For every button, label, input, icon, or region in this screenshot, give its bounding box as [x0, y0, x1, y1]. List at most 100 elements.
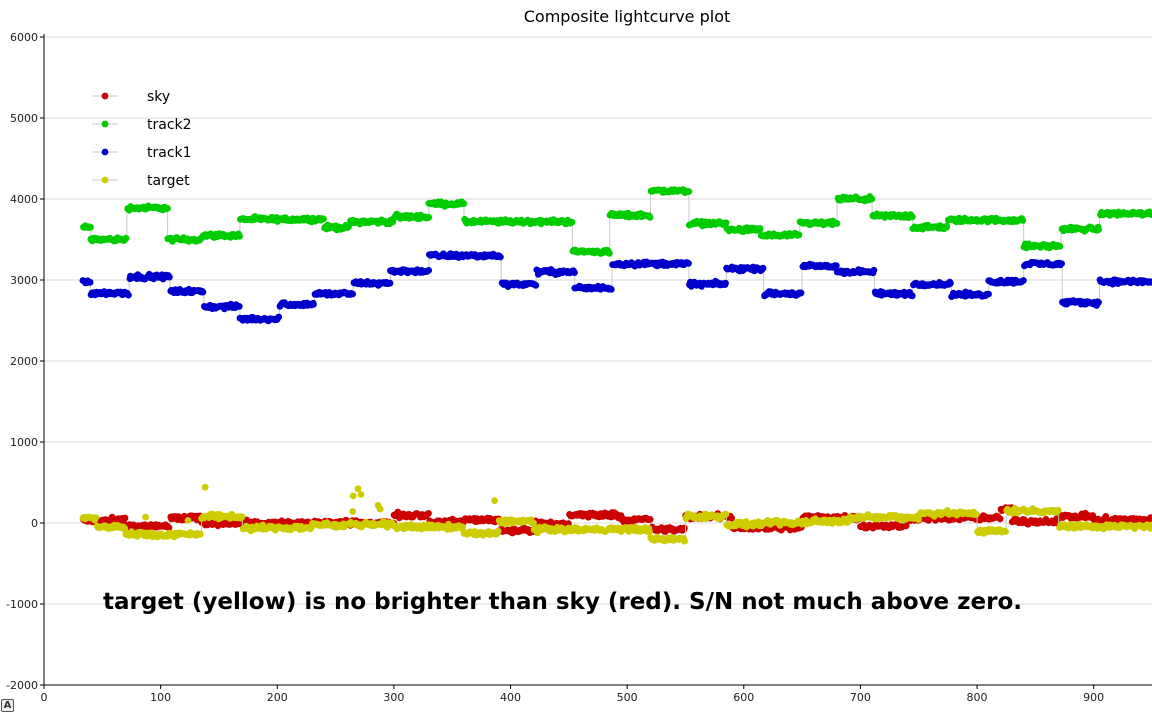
data-point-target: [92, 514, 100, 521]
legend-label: track1: [147, 145, 192, 161]
data-point-sky: [728, 514, 735, 522]
data-point-track1: [235, 303, 243, 310]
legend-marker: [101, 92, 109, 100]
data-point-track2: [460, 200, 468, 208]
data-point-track2: [1019, 217, 1027, 224]
data-point-sky: [425, 510, 432, 517]
data-point-track2: [1095, 226, 1102, 234]
data-point-track1: [124, 291, 132, 299]
legend-marker: [101, 148, 109, 156]
data-point-track1: [759, 264, 767, 272]
y-tick-label: 3000: [10, 274, 38, 287]
data-point-track2: [87, 223, 94, 231]
data-point-track2: [1148, 211, 1152, 218]
data-point-track1: [275, 313, 283, 321]
data-point-sky: [681, 524, 688, 532]
data-point-track1: [310, 301, 317, 308]
x-tick-label: 200: [267, 691, 288, 704]
data-point-track1: [1020, 277, 1027, 284]
data-point-target: [722, 510, 730, 518]
data-point-track2: [164, 205, 171, 212]
series-track2: [80, 186, 1152, 257]
data-point-track2: [795, 231, 803, 239]
data-point-sky: [646, 516, 654, 523]
data-point-track1: [797, 289, 805, 297]
data-point-sky: [121, 514, 129, 522]
data-point-target: [238, 513, 246, 521]
x-tick-label: 800: [967, 691, 988, 704]
data-point-track1: [386, 279, 394, 287]
data-point-track1: [425, 267, 433, 274]
data-point-track2: [606, 250, 613, 257]
data-point-track2: [722, 219, 730, 227]
data-point-track1: [908, 292, 916, 300]
legend-marker: [101, 120, 109, 128]
data-point-track1: [497, 253, 504, 261]
data-point-target: [494, 527, 502, 535]
data-point-track1: [86, 278, 94, 286]
data-point-track1: [199, 288, 207, 296]
x-tick-label: 400: [500, 691, 521, 704]
data-point-track2: [1056, 243, 1064, 250]
x-tick-label: 900: [1083, 691, 1104, 704]
data-point-track2: [320, 215, 327, 223]
x-tick-label: 100: [150, 691, 171, 704]
y-tick-label: 2000: [10, 355, 38, 368]
y-tick-label: 0: [31, 517, 38, 530]
data-point-track1: [722, 279, 729, 287]
data-point-target: [349, 508, 357, 515]
data-point-target: [646, 528, 653, 535]
data-point-track1: [947, 280, 954, 287]
x-tick-label: 300: [383, 691, 404, 704]
data-point-sky: [996, 515, 1004, 523]
data-points: [79, 186, 1152, 545]
data-point-target: [1054, 506, 1062, 514]
data-point-track1: [985, 290, 992, 298]
y-tick-label: 5000: [10, 112, 38, 125]
y-tick-label: 1000: [10, 436, 38, 449]
data-point-target: [972, 511, 980, 518]
legend-label: target: [147, 173, 190, 189]
series-track1: [79, 250, 1152, 325]
data-point-target: [681, 537, 688, 545]
legend-label: track2: [147, 117, 192, 133]
data-point-target: [184, 517, 192, 524]
y-tick-label: 6000: [10, 31, 38, 44]
legend-label: sky: [147, 89, 170, 105]
data-point-track1: [349, 290, 356, 298]
data-point-track2: [646, 213, 654, 221]
data-point-track1: [1058, 260, 1065, 267]
data-point-track1: [532, 281, 540, 289]
data-point-track2: [122, 234, 130, 242]
x-tick-label: 500: [617, 691, 638, 704]
data-point-track2: [685, 188, 693, 196]
data-point-track2: [943, 222, 951, 230]
data-point-target: [196, 530, 204, 538]
data-point-target: [357, 491, 365, 498]
y-tick-label: 4000: [10, 193, 38, 206]
corner-badge: A: [1, 699, 14, 712]
data-point-target: [1002, 528, 1009, 535]
data-point-track1: [571, 269, 578, 276]
chart-title: Composite lightcurve plot: [524, 7, 731, 26]
data-point-track1: [685, 260, 692, 267]
x-tick-label: 0: [41, 691, 48, 704]
data-point-track2: [236, 232, 243, 240]
data-point-target: [142, 513, 150, 521]
data-point-target: [349, 492, 357, 500]
data-point-target: [201, 483, 209, 491]
data-point-track2: [833, 220, 841, 227]
x-tick-label: 700: [850, 691, 871, 704]
data-point-track2: [756, 225, 764, 232]
x-tick-label: 600: [733, 691, 754, 704]
annotation-text: target (yellow) is no brighter than sky …: [103, 589, 1022, 615]
data-point-track2: [425, 213, 433, 221]
data-point-track1: [1095, 298, 1102, 306]
data-point-target: [459, 523, 467, 531]
data-point-track1: [870, 266, 878, 274]
data-point-target: [491, 497, 498, 504]
y-tick-label: -2000: [6, 679, 38, 692]
data-point-track1: [166, 273, 173, 281]
legend-marker: [101, 176, 109, 184]
